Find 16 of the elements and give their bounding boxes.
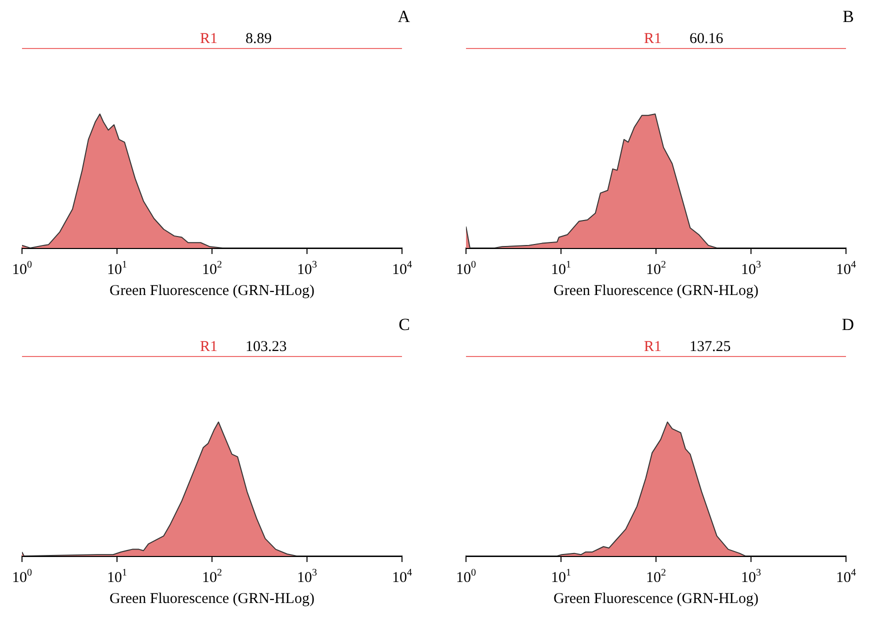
x-axis-title: Green Fluorescence (GRN-HLog) xyxy=(554,282,758,299)
text: 8.89 xyxy=(246,31,272,47)
x-axis-title: Green Fluorescence (GRN-HLog) xyxy=(110,590,314,607)
text: R1 xyxy=(200,339,218,355)
text: 137.25 xyxy=(690,339,731,355)
text: R1 xyxy=(644,339,662,355)
chart-title: B xyxy=(842,7,854,26)
x-axis-title: Green Fluorescence (GRN-HLog) xyxy=(554,590,758,607)
x-axis-title: Green Fluorescence (GRN-HLog) xyxy=(110,282,314,299)
chart-title: C xyxy=(398,315,410,334)
text: R1 xyxy=(200,31,218,47)
text: 60.16 xyxy=(690,31,724,47)
chart-title: A xyxy=(398,7,411,26)
text: R1 xyxy=(644,31,662,47)
text: 103.23 xyxy=(246,339,287,355)
chart-title: D xyxy=(842,315,854,334)
